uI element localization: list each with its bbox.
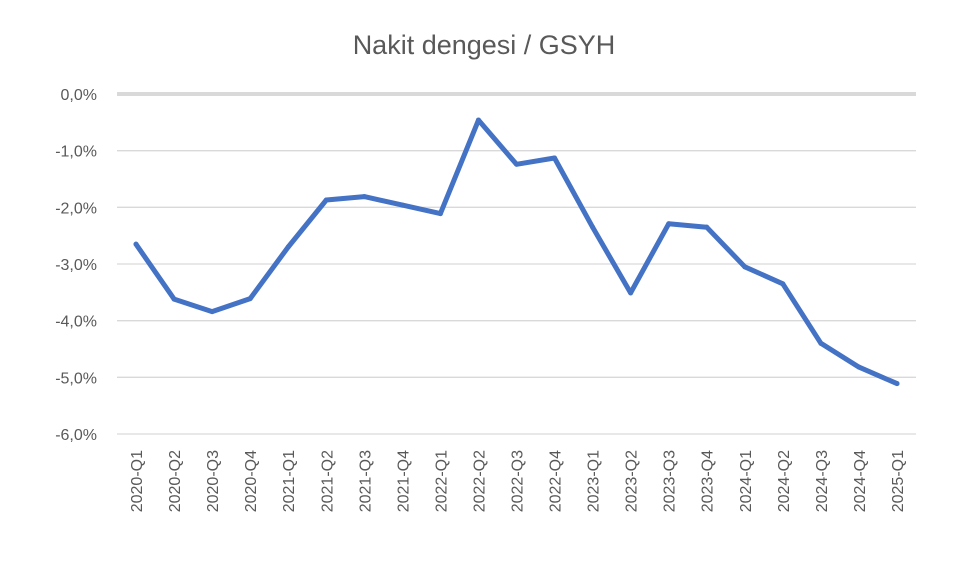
- x-tick-label: 2024-Q2: [776, 450, 793, 512]
- data-point: [704, 224, 710, 230]
- x-tick-label: 2023-Q4: [700, 450, 717, 512]
- x-tick-label: 2022-Q2: [471, 450, 488, 512]
- x-tick-label: 2020-Q4: [243, 450, 260, 512]
- data-point: [285, 244, 291, 250]
- data-point: [666, 221, 672, 227]
- x-tick-label: 2020-Q2: [167, 450, 184, 512]
- y-tick-label: -4,0%: [55, 314, 97, 331]
- x-tick-label: 2021-Q4: [395, 450, 412, 512]
- data-point: [856, 364, 862, 370]
- series-layer: [133, 117, 900, 387]
- x-tick-label: 2023-Q3: [662, 450, 679, 512]
- series-line: [133, 117, 900, 387]
- x-tick-label: 2021-Q2: [319, 450, 336, 512]
- data-point: [780, 281, 786, 287]
- y-tick-label: -3,0%: [55, 257, 97, 274]
- gridlines: [117, 92, 916, 435]
- x-tick-label: 2023-Q2: [624, 450, 641, 512]
- x-tick-label: 2021-Q1: [281, 450, 298, 512]
- data-point: [361, 194, 367, 200]
- y-tick-label: -5,0%: [55, 370, 97, 387]
- x-tick-label: 2024-Q1: [738, 450, 755, 512]
- y-axis-tick-labels: 0,0% -1,0% -2,0% -3,0% -4,0% -5,0% -6,0%: [55, 87, 97, 444]
- data-point: [209, 309, 215, 315]
- data-point: [399, 202, 405, 208]
- data-point: [514, 161, 519, 167]
- data-point: [437, 211, 443, 217]
- data-point: [742, 264, 748, 270]
- data-point: [590, 224, 596, 230]
- data-point: [171, 296, 177, 302]
- data-point: [894, 381, 900, 387]
- x-tick-label: 2024-Q4: [852, 450, 869, 512]
- x-tick-label: 2021-Q3: [357, 450, 374, 512]
- x-tick-label: 2020-Q3: [205, 450, 222, 512]
- data-point: [552, 155, 558, 161]
- data-point: [628, 290, 634, 296]
- x-tick-label: 2022-Q4: [548, 450, 565, 512]
- chart-title: Nakit dengesi / GSYH: [353, 30, 616, 60]
- data-point: [133, 241, 139, 247]
- data-point: [818, 340, 824, 346]
- y-tick-label: -1,0%: [55, 144, 97, 161]
- y-tick-label: -6,0%: [55, 427, 97, 444]
- y-tick-label: -2,0%: [55, 200, 97, 217]
- x-tick-label: 2024-Q3: [814, 450, 831, 512]
- x-tick-label: 2022-Q1: [433, 450, 450, 512]
- data-point: [323, 197, 329, 203]
- x-axis-tick-labels: 2020-Q1 2020-Q2 2020-Q3 2020-Q4 2021-Q1 2021-…: [129, 450, 907, 512]
- x-tick-label: 2023-Q1: [586, 450, 603, 512]
- y-tick-label: 0,0%: [61, 87, 97, 104]
- data-point: [247, 296, 253, 302]
- data-point: [475, 117, 481, 123]
- x-tick-label: 2025-Q1: [890, 450, 907, 512]
- x-tick-label: 2020-Q1: [129, 450, 146, 512]
- x-tick-label: 2022-Q3: [510, 450, 527, 512]
